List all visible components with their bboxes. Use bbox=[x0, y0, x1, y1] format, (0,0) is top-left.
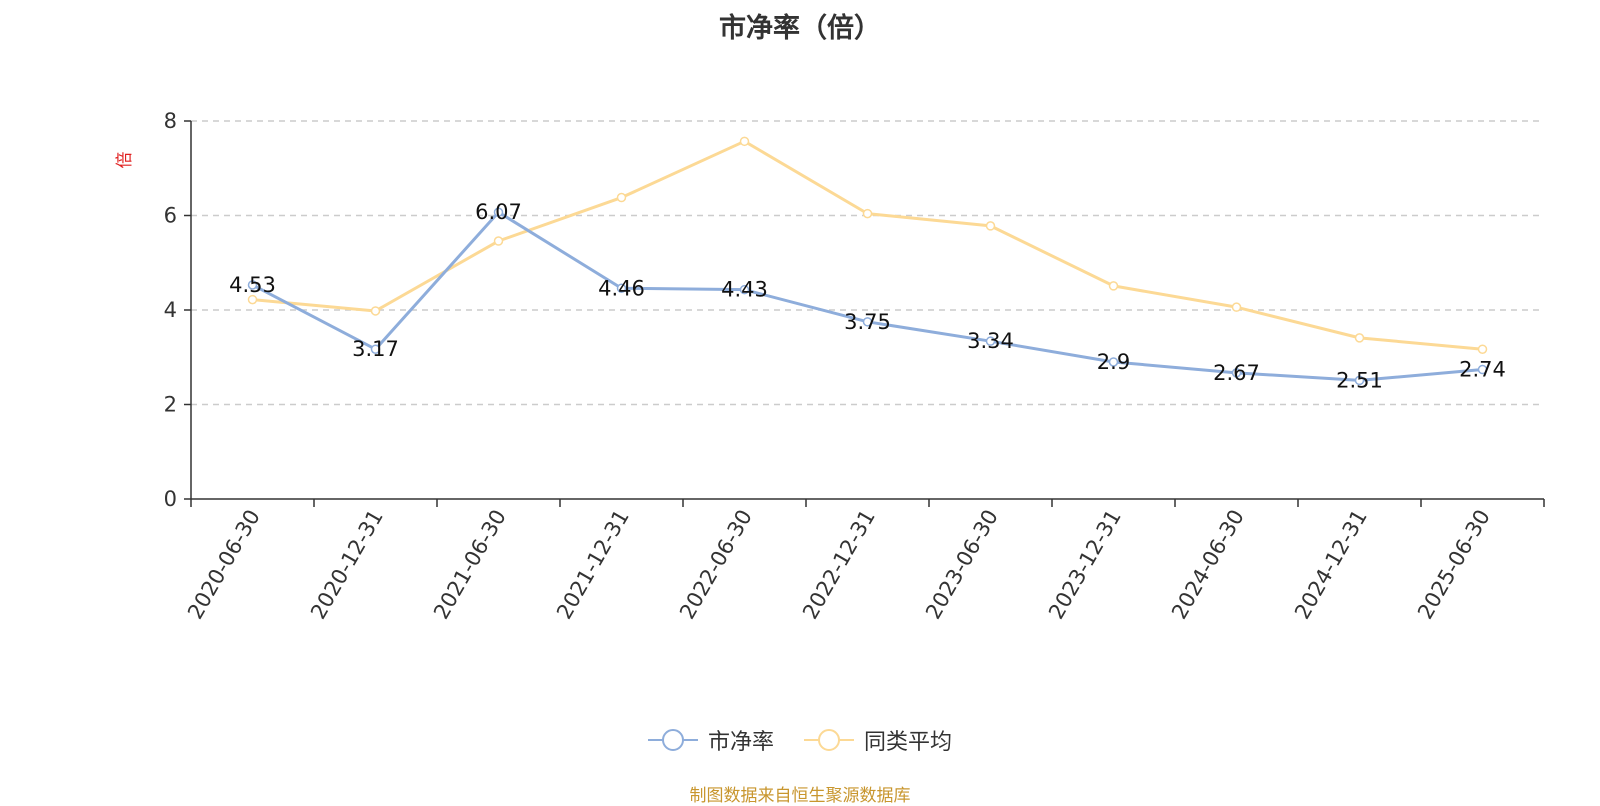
y-axis-label: 倍 bbox=[115, 152, 135, 169]
data-source-note: 制图数据来自恒生聚源数据库 bbox=[689, 786, 911, 806]
chart-title: 市净率（倍） bbox=[719, 13, 881, 44]
point-1-3 bbox=[616, 192, 627, 203]
data-label-0-7: 2.9 bbox=[1097, 350, 1130, 374]
legend-swatch-pb bbox=[647, 729, 698, 751]
data-label-0-6: 3.34 bbox=[967, 329, 1014, 353]
data-label-0-4: 4.43 bbox=[721, 278, 768, 302]
point-0-0 bbox=[247, 280, 258, 290]
legend: 市净率 同类平均 bbox=[0, 724, 1600, 756]
point-0-9 bbox=[1354, 375, 1365, 386]
y-tick-label-6: 6 bbox=[164, 204, 177, 228]
axes: 0 2 4 6 8 2020-06-30 2020-12-31 2021-06-30 2021-… bbox=[164, 109, 1545, 624]
x-tick-label-2024-06-30: 2024-06-30 bbox=[1167, 506, 1249, 624]
point-0-2 bbox=[493, 207, 504, 217]
point-0-4 bbox=[739, 284, 750, 295]
legend-swatch-peer-average bbox=[804, 729, 854, 751]
point-0-6 bbox=[985, 336, 996, 346]
data-labels: 4.53 3.17 6.07 4.46 4.43 3.75 3.34 2.9 2.67 2.51 2… bbox=[229, 200, 1506, 392]
point-1-8 bbox=[1231, 302, 1242, 312]
point-1-9 bbox=[1354, 333, 1365, 343]
x-tick-label-2025-06-30: 2025-06-30 bbox=[1413, 506, 1495, 624]
series-lines bbox=[247, 136, 1488, 386]
data-label-0-9: 2.51 bbox=[1336, 368, 1383, 392]
x-tick-label-2023-12-31: 2023-12-31 bbox=[1044, 506, 1126, 624]
legend-label-peer-average: 同类平均 bbox=[864, 730, 953, 755]
x-tick-label-2022-06-30: 2022-06-30 bbox=[675, 506, 757, 624]
point-1-6 bbox=[985, 221, 996, 231]
point-1-7 bbox=[1108, 281, 1119, 291]
x-tick-label-2023-06-30: 2023-06-30 bbox=[921, 506, 1003, 624]
x-tick-label-2022-12-31: 2022-12-31 bbox=[798, 506, 880, 624]
x-tick-label-2020-06-30: 2020-06-30 bbox=[183, 506, 265, 624]
data-label-0-1: 3.17 bbox=[352, 337, 399, 361]
data-label-0-0: 4.53 bbox=[229, 273, 276, 297]
grid-lines bbox=[191, 120, 1544, 406]
x-tick-label-2024-12-31: 2024-12-31 bbox=[1290, 506, 1372, 624]
legend-label-pb: 市净率 bbox=[707, 730, 774, 755]
data-label-0-8: 2.67 bbox=[1213, 361, 1260, 385]
series-line-0 bbox=[251, 210, 1483, 382]
data-label-0-2: 6.07 bbox=[475, 200, 522, 224]
point-0-5 bbox=[862, 317, 873, 327]
point-0-7 bbox=[1108, 357, 1119, 367]
y-tick-label-4: 4 bbox=[164, 298, 177, 322]
data-label-0-5: 3.75 bbox=[844, 310, 891, 334]
point-1-1 bbox=[370, 306, 381, 316]
point-0-10 bbox=[1477, 364, 1488, 375]
point-1-2 bbox=[493, 236, 504, 246]
data-label-0-10: 2.74 bbox=[1459, 358, 1506, 382]
data-label-0-3: 4.46 bbox=[598, 276, 645, 300]
point-0-3 bbox=[616, 283, 627, 294]
point-1-10 bbox=[1477, 344, 1488, 354]
y-tick-label-2: 2 bbox=[164, 393, 177, 417]
point-1-0 bbox=[247, 294, 258, 305]
legend-item-peer-average[interactable]: 同类平均 bbox=[804, 724, 952, 756]
y-tick-label-0: 0 bbox=[164, 487, 177, 511]
point-1-5 bbox=[862, 208, 873, 219]
y-tick-label-8: 8 bbox=[164, 109, 177, 133]
point-0-1 bbox=[370, 344, 381, 354]
point-0-8 bbox=[1231, 368, 1242, 378]
x-tick-label-2021-12-31: 2021-12-31 bbox=[552, 506, 634, 624]
legend-item-pb[interactable]: 市净率 bbox=[647, 724, 774, 756]
x-tick-label-2021-06-30: 2021-06-30 bbox=[429, 506, 511, 624]
point-1-4 bbox=[739, 136, 750, 147]
x-tick-label-2020-12-31: 2020-12-31 bbox=[306, 506, 388, 624]
